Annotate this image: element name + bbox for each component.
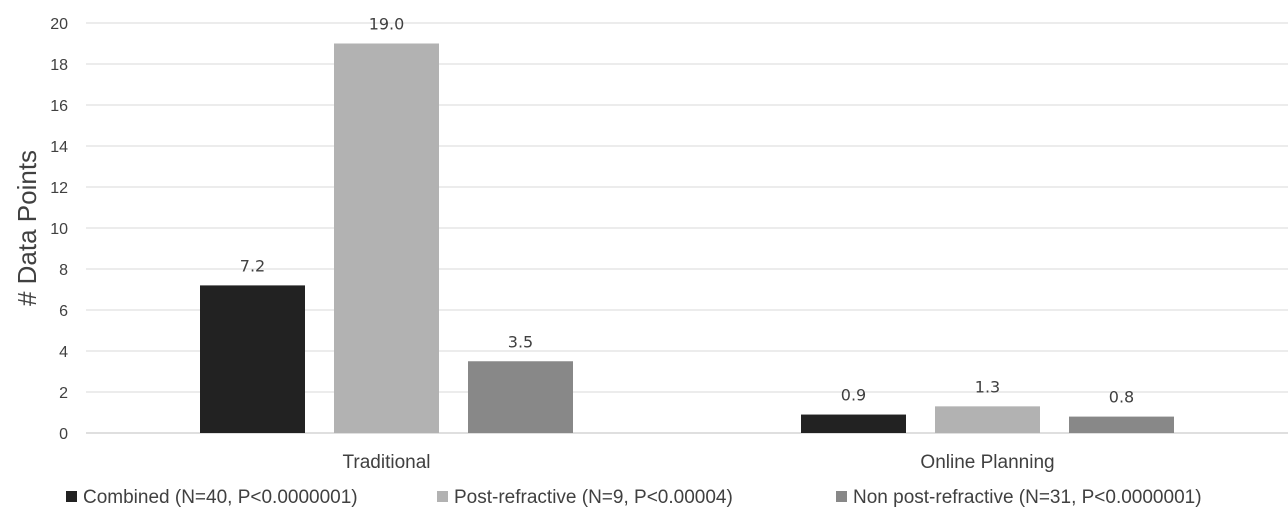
x-category-label: Online Planning [920, 452, 1054, 473]
bar [200, 285, 305, 433]
y-axis-ticks: 0 2 4 6 8 10 12 14 16 18 20 [50, 16, 68, 443]
data-label: 3.5 [508, 332, 533, 351]
legend-label: Non post-refractive (N=31, P<0.0000001) [853, 487, 1202, 508]
y-tick-label: 10 [50, 221, 68, 238]
y-axis-title: # Data Points [12, 150, 42, 306]
data-labels: 7.2 19.0 3.5 0.9 1.3 0.8 [240, 15, 1134, 407]
y-tick-label: 4 [59, 344, 68, 361]
legend-label: Post-refractive (N=9, P<0.00004) [454, 487, 733, 508]
x-axis-categories: Traditional Online Planning [342, 452, 1054, 473]
bar [1069, 416, 1174, 433]
legend-swatch [66, 491, 77, 502]
y-tick-label: 6 [59, 303, 68, 320]
y-tick-label: 0 [59, 426, 68, 443]
y-tick-label: 20 [50, 16, 68, 33]
bar [801, 414, 906, 433]
legend-swatch [836, 491, 847, 502]
legend: Combined (N=40, P<0.0000001) Post-refract… [66, 487, 1202, 508]
bar [468, 361, 573, 433]
y-tick-label: 2 [59, 385, 68, 402]
legend-label: Combined (N=40, P<0.0000001) [83, 487, 358, 508]
data-label: 19.0 [369, 15, 405, 34]
data-label: 1.3 [975, 377, 1000, 396]
bar [935, 406, 1040, 433]
y-tick-label: 14 [50, 139, 68, 156]
legend-swatch [437, 491, 448, 502]
x-category-label: Traditional [342, 452, 430, 473]
y-tick-label: 16 [50, 98, 68, 115]
data-label: 7.2 [240, 256, 265, 275]
data-label: 0.9 [841, 386, 866, 405]
y-tick-label: 18 [50, 57, 68, 74]
y-tick-label: 12 [50, 180, 68, 197]
bars [200, 43, 1174, 433]
y-tick-label: 8 [59, 262, 68, 279]
data-label: 0.8 [1109, 388, 1134, 407]
bar [334, 43, 439, 433]
